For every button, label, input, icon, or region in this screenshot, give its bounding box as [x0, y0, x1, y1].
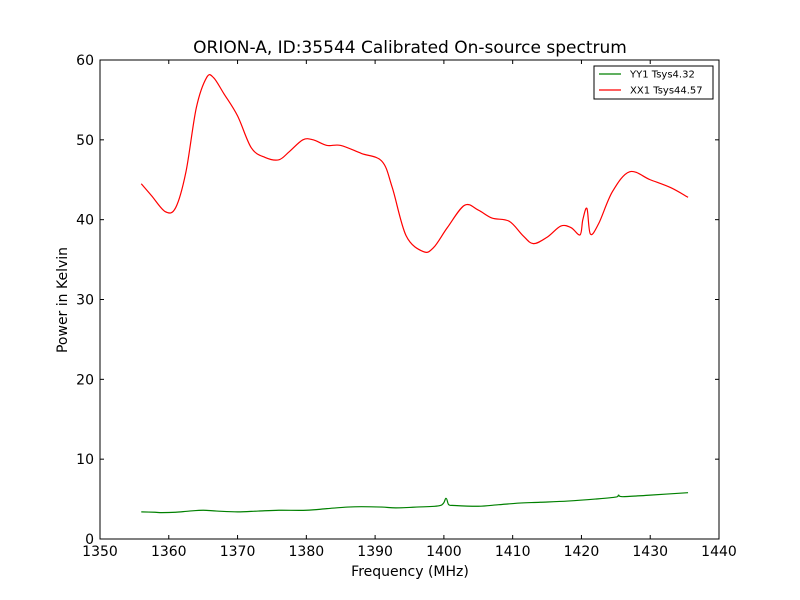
y-tick-label: 10 — [76, 452, 94, 468]
legend: YY1 Tsys4.32 XX1 Tsys44.57 — [593, 65, 714, 100]
x-tick-label: 1360 — [151, 544, 187, 560]
x-tick-label: 1380 — [289, 544, 325, 560]
x-axis-label: Frequency (MHz) — [351, 564, 469, 580]
chart-title: ORION-A, ID:35544 Calibrated On-source s… — [193, 38, 627, 58]
x-tick-label: 1390 — [357, 544, 393, 560]
x-tick-label: 1410 — [495, 544, 531, 560]
series-line-yy1 — [141, 492, 689, 514]
y-tick-label: 30 — [76, 293, 94, 309]
x-tick-label: 1350 — [82, 544, 118, 560]
x-tick-label: 1430 — [632, 544, 668, 560]
legend-box — [593, 65, 714, 100]
y-tick-label: 20 — [76, 372, 94, 388]
x-tick-label: 1400 — [426, 544, 462, 560]
y-tick-label: 40 — [76, 213, 94, 229]
y-tick-label: 50 — [76, 133, 94, 149]
x-tick-label: 1370 — [220, 544, 256, 560]
y-tick-label: 60 — [76, 53, 94, 69]
legend-label-xx1: XX1 Tsys44.57 — [630, 86, 703, 97]
x-tick-label: 1440 — [701, 544, 737, 560]
legend-label-yy1: YY1 Tsys4.32 — [629, 70, 695, 81]
x-tick-label: 1420 — [564, 544, 600, 560]
y-axis-label: Power in Kelvin — [55, 247, 71, 353]
y-tick-label: 0 — [85, 532, 94, 548]
series-line-xx1 — [140, 74, 689, 253]
tick-layer: 1350 1360 1370 1380 1390 1400 1410 1420 1430 1440… — [76, 53, 737, 560]
series-layer — [140, 74, 689, 514]
